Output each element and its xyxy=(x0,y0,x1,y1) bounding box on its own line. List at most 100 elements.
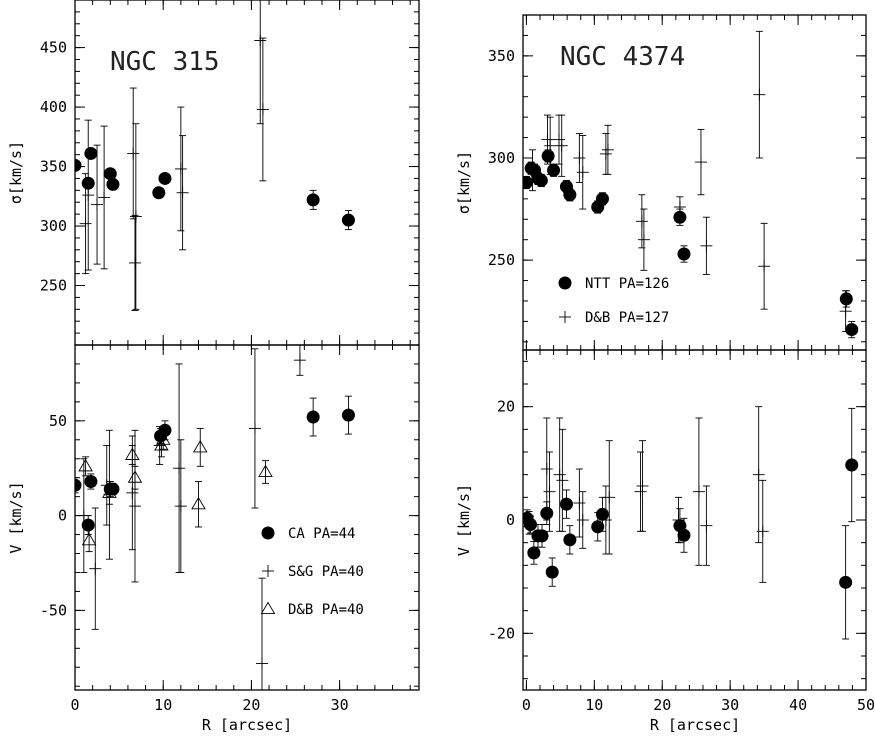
data-point xyxy=(845,458,859,472)
data-point xyxy=(545,565,559,579)
data-point xyxy=(106,177,120,191)
sigma-data xyxy=(75,0,355,311)
sigma-data xyxy=(523,30,859,339)
data-point xyxy=(540,463,553,475)
data-point xyxy=(128,500,141,513)
data-point xyxy=(81,532,97,546)
series-d-b-pa-127 xyxy=(523,406,769,583)
data-point xyxy=(677,528,691,542)
data-point xyxy=(527,546,541,560)
data-point xyxy=(103,167,117,181)
data-point xyxy=(158,171,172,185)
data-point xyxy=(75,158,82,172)
y-tick-label: 20 xyxy=(497,398,515,416)
data-point xyxy=(541,133,554,146)
y-tick-label: 400 xyxy=(40,98,67,116)
data-point xyxy=(573,497,586,509)
series-s-g-pa-40 xyxy=(79,0,269,311)
y-tick-label: 250 xyxy=(488,251,515,269)
legend-marker xyxy=(261,526,275,540)
data-point xyxy=(845,323,859,337)
data-point xyxy=(89,562,102,575)
data-point xyxy=(173,462,186,475)
data-point xyxy=(700,239,713,252)
y-tick-label: 0 xyxy=(506,511,515,529)
data-point xyxy=(523,516,536,529)
data-point xyxy=(191,496,206,510)
panel-velocity: -20 0 20 V [km/s] xyxy=(455,349,867,691)
data-point xyxy=(543,485,556,498)
data-point xyxy=(672,514,685,526)
data-point xyxy=(555,139,568,152)
data-point xyxy=(559,497,573,511)
data-point xyxy=(293,354,306,367)
data-point xyxy=(82,189,95,202)
x-tick-label: 20 xyxy=(242,696,260,714)
data-point xyxy=(256,103,269,116)
x-axis-label: R [arcsec] xyxy=(202,716,292,734)
data-point xyxy=(129,210,142,223)
y-tick-label: 300 xyxy=(40,217,67,235)
series-s-g-pa-40 xyxy=(77,345,306,690)
legend-marker xyxy=(262,565,274,577)
data-point xyxy=(677,247,691,261)
y-tick-label: 50 xyxy=(49,412,67,430)
y-tick-label: -50 xyxy=(40,601,67,619)
data-point xyxy=(128,256,141,269)
data-point xyxy=(306,193,320,207)
data-point xyxy=(573,151,586,164)
data-point xyxy=(839,305,852,318)
x-tick-label: 40 xyxy=(789,696,807,714)
data-point xyxy=(563,533,577,547)
data-point xyxy=(91,198,104,211)
data-point xyxy=(81,518,95,532)
x-tick-label: 20 xyxy=(653,696,671,714)
data-point xyxy=(125,447,140,460)
x-tick-label: 10 xyxy=(154,696,172,714)
data-point xyxy=(248,422,261,435)
legend-label: S&G PA=40 xyxy=(288,564,364,580)
data-point xyxy=(601,143,614,156)
data-point xyxy=(341,213,355,227)
y-tick-label: 250 xyxy=(40,277,67,295)
data-point xyxy=(756,525,769,538)
data-point xyxy=(155,432,171,445)
data-point xyxy=(192,439,208,453)
data-point xyxy=(753,88,766,101)
data-point xyxy=(77,509,90,522)
data-point xyxy=(526,164,539,177)
sigma-axis-label: σ[km/s] xyxy=(455,151,473,214)
x-tick-label: 50 xyxy=(857,696,875,714)
data-point xyxy=(839,292,853,306)
data-point xyxy=(576,166,589,179)
data-point xyxy=(258,464,273,478)
series-d-b-pa-40 xyxy=(78,427,273,553)
data-point xyxy=(255,657,268,670)
legend: CA PA=44 S&G PA=40 D&B PA=40 xyxy=(260,526,364,618)
velocity-axis-label: V [km/s] xyxy=(455,484,473,556)
x-tick-label: 30 xyxy=(721,696,739,714)
data-point xyxy=(534,173,548,187)
series-ca-pa-44 xyxy=(75,395,355,536)
data-point xyxy=(174,500,187,513)
series-d-b-pa-127 xyxy=(526,30,852,333)
y-tick-label: 450 xyxy=(40,39,67,57)
data-point xyxy=(694,156,707,169)
sigma-axis-label: σ[km/s] xyxy=(7,141,25,204)
legend-marker xyxy=(558,276,572,290)
data-point xyxy=(839,575,853,589)
data-point xyxy=(636,480,649,492)
data-point xyxy=(174,162,187,175)
data-point xyxy=(635,215,648,228)
velocity-frame xyxy=(522,349,867,691)
data-point xyxy=(84,146,98,160)
legend: NTT PA=126 D&B PA=127 xyxy=(558,276,669,326)
series-ntt-pa-126 xyxy=(523,149,859,339)
data-point xyxy=(595,192,609,206)
data-point xyxy=(75,478,82,492)
data-point xyxy=(254,34,267,47)
data-point xyxy=(752,468,765,481)
data-point xyxy=(79,217,92,230)
data-point xyxy=(523,176,533,189)
data-point xyxy=(591,520,605,534)
